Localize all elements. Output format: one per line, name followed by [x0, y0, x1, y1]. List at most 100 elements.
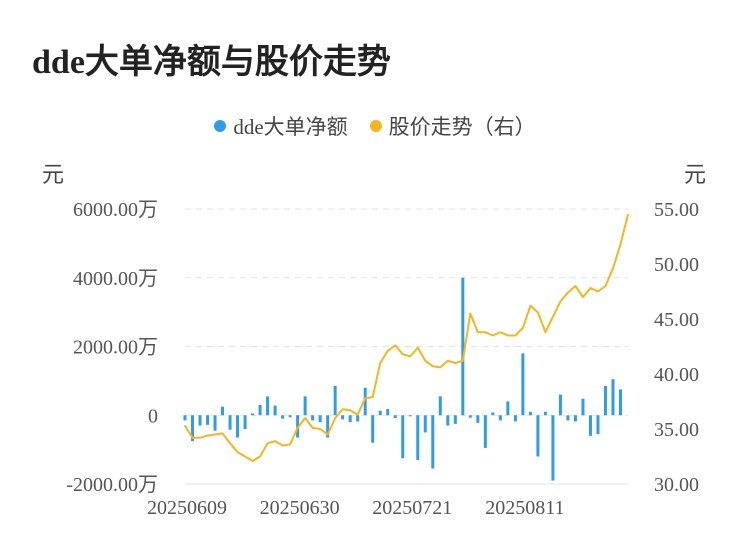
price-point-10	[259, 455, 261, 458]
right-tick-label-4: 50.00	[654, 254, 699, 276]
price-point-20	[334, 417, 336, 419]
right-tick-label-0: 30.00	[654, 474, 699, 496]
price-point-2	[199, 437, 201, 439]
bar-37	[461, 277, 465, 416]
legend-item-price[interactable]: 股价走势（右）	[369, 111, 536, 141]
price-point-18	[319, 428, 321, 430]
bar-12	[273, 405, 277, 416]
bar-26	[378, 410, 382, 416]
price-point-9	[251, 460, 254, 462]
bar-34	[438, 396, 442, 416]
bar-39	[476, 415, 480, 423]
legend-marker-price	[369, 120, 382, 132]
price-line	[184, 214, 629, 462]
x-tick-label-0: 20250609	[147, 497, 227, 519]
price-point-26	[379, 362, 382, 364]
bar-33	[431, 415, 435, 469]
bar-30	[408, 415, 412, 417]
price-point-0	[184, 424, 186, 427]
price-point-44	[514, 334, 517, 337]
price-point-53	[582, 296, 584, 298]
left-tick-label-0: -2000.00万	[66, 474, 158, 496]
price-point-56	[604, 285, 607, 287]
bar-13	[281, 415, 285, 419]
x-tick-label-1: 20250630	[260, 497, 340, 519]
bar-43	[506, 401, 510, 416]
x-tick-label-2: 20250721	[372, 497, 452, 519]
price-point-16	[304, 417, 306, 419]
bar-18	[318, 415, 322, 423]
price-point-41	[492, 334, 494, 337]
bar-14	[288, 415, 292, 418]
bar-51	[566, 415, 570, 421]
price-point-33	[431, 365, 434, 368]
left-axis-unit: 元	[42, 162, 65, 187]
price-point-29	[401, 353, 404, 356]
legend-marker-dde	[214, 120, 227, 132]
bar-3	[206, 415, 210, 425]
bar-27	[386, 409, 390, 416]
price-point-48	[544, 331, 547, 334]
price-point-55	[597, 290, 599, 293]
left-tick-label-1: 0	[148, 405, 158, 427]
price-point-32	[424, 360, 427, 362]
bar-55	[596, 415, 600, 435]
left-tick-label-4: 6000.00万	[73, 199, 158, 221]
price-point-24	[364, 397, 367, 400]
price-point-34	[439, 366, 442, 369]
left-tick-label-3: 4000.00万	[73, 268, 158, 290]
price-point-58	[619, 243, 622, 245]
legend: dde大单净额 股价走势（右）	[0, 111, 750, 141]
price-point-37	[462, 360, 464, 362]
price-point-57	[612, 267, 614, 270]
bar-7	[236, 415, 240, 438]
right-tick-label-2: 40.00	[654, 364, 699, 386]
bar-57	[611, 379, 615, 416]
price-point-45	[522, 327, 524, 329]
bar-23	[356, 415, 360, 422]
left-tick-label-2: 2000.00万	[73, 337, 158, 359]
bar-46	[528, 411, 532, 416]
price-point-30	[409, 355, 412, 358]
price-point-7	[236, 451, 239, 453]
bar-17	[311, 415, 315, 421]
bar-21	[341, 415, 345, 420]
price-point-36	[454, 362, 457, 364]
price-point-22	[349, 409, 351, 412]
price-point-42	[499, 331, 502, 334]
bar-0	[183, 415, 187, 421]
bar-1	[191, 415, 195, 442]
bar-58	[618, 389, 622, 416]
right-tick-label-1: 35.00	[654, 419, 699, 441]
bar-47	[536, 415, 540, 457]
price-point-8	[244, 455, 246, 458]
bar-16	[303, 396, 307, 416]
bar-31	[416, 415, 420, 460]
price-point-11	[266, 442, 269, 445]
price-point-15	[296, 427, 299, 429]
price-point-31	[416, 346, 419, 349]
bar-25	[371, 415, 375, 443]
bar-54	[588, 415, 592, 436]
bar-24	[363, 387, 367, 416]
bar-22	[348, 415, 352, 423]
legend-item-dde[interactable]: dde大单净额	[214, 111, 348, 141]
price-point-13	[281, 444, 284, 447]
price-point-54	[589, 287, 592, 290]
price-point-27	[386, 350, 389, 352]
bar-52	[573, 415, 577, 422]
price-point-4	[214, 433, 216, 436]
bar-56	[603, 386, 607, 416]
bar-6	[228, 415, 232, 430]
bar-35	[446, 415, 450, 426]
price-point-28	[394, 344, 397, 347]
right-tick-label-3: 45.00	[654, 309, 699, 331]
price-point-25	[371, 396, 374, 398]
bar-53	[581, 398, 585, 416]
bar-4	[213, 415, 217, 431]
bar-5	[221, 406, 225, 416]
right-axis-unit: 元	[684, 162, 707, 187]
bar-40	[483, 415, 487, 448]
bar-10	[258, 404, 262, 416]
